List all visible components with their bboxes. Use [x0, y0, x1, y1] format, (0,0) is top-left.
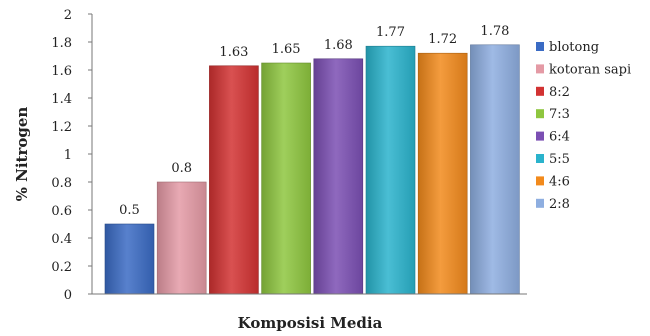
- axes-group: [91, 14, 527, 295]
- y-tick-label: 0.8: [51, 176, 72, 191]
- legend-swatch: [536, 109, 544, 119]
- y-tick-label: 0.2: [51, 260, 72, 275]
- bar-4-6: [417, 52, 468, 295]
- legend-label: 7:3: [549, 107, 570, 122]
- bar-7-3: [261, 62, 311, 295]
- legend-swatch: [536, 176, 544, 186]
- legend-swatch: [536, 154, 544, 163]
- y-tick-label: 0.6: [51, 204, 72, 219]
- legend-label: kotoran sapi: [549, 62, 631, 77]
- y-tick-label: 0.4: [51, 232, 72, 247]
- y-tick-label: 0: [64, 288, 72, 303]
- y-tick-label: 1.4: [51, 92, 72, 107]
- legend-swatch: [536, 42, 544, 51]
- y-tick-label: 1.2: [51, 120, 72, 135]
- bars-group: 0.5 0.8 1.63 1.65 1.68 1.77 1.72 1.78: [104, 24, 520, 295]
- bar-blotong: [104, 223, 155, 295]
- data-label: 1.72: [428, 32, 457, 47]
- y-axis-ticks: 0 0.2 0.4 0.6 0.8 1 1.2 1.4 1.6 1.8 2: [51, 8, 92, 303]
- legend-swatch: [536, 64, 544, 74]
- legend-label: 2:8: [549, 197, 570, 212]
- legend-label: 5:5: [549, 152, 570, 167]
- y-tick-label: 1.8: [51, 36, 72, 51]
- data-label: 0.8: [171, 161, 192, 176]
- bar-8-2: [209, 65, 259, 295]
- data-label: 0.5: [119, 203, 140, 218]
- y-tick-label: 1: [64, 148, 72, 163]
- data-label: 1.65: [272, 42, 301, 57]
- data-label: 1.63: [219, 45, 248, 60]
- legend-swatch: [536, 198, 544, 208]
- legend-label: 4:6: [549, 174, 570, 189]
- legend: blotong kotoran sapi 8:2 7:3 6:4 5:5 4:6 2:8: [536, 40, 631, 212]
- x-axis-title: Komposisi Media: [238, 314, 383, 332]
- legend-label: 8:2: [549, 85, 570, 100]
- bar-2-8: [470, 44, 520, 295]
- y-tick-label: 1.6: [51, 64, 72, 79]
- data-label: 1.78: [480, 24, 509, 39]
- legend-swatch: [536, 86, 544, 96]
- y-axis-title: % Nitrogen: [13, 107, 31, 202]
- legend-swatch: [536, 131, 544, 141]
- y-tick-label: 2: [64, 8, 72, 23]
- bar-5-5: [365, 45, 416, 295]
- legend-label: 6:4: [549, 130, 570, 145]
- bar-kotoran-sapi: [156, 181, 207, 295]
- legend-label: blotong: [549, 40, 599, 55]
- data-label: 1.77: [376, 25, 405, 40]
- data-label: 1.68: [324, 38, 353, 53]
- bar-6-4: [313, 58, 364, 295]
